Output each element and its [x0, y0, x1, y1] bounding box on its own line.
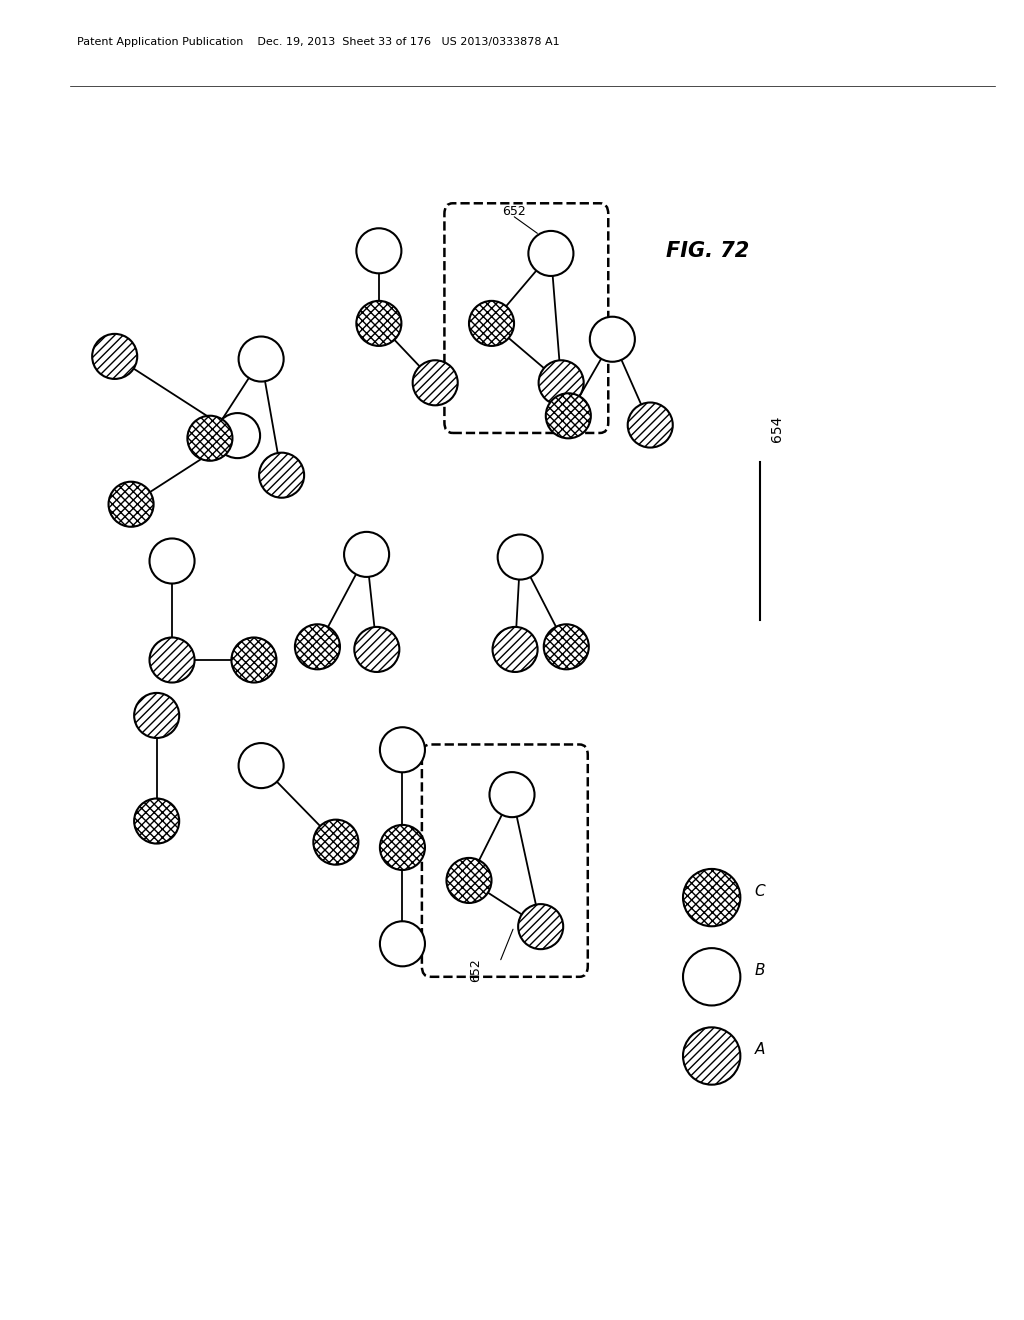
Ellipse shape — [150, 638, 195, 682]
Ellipse shape — [446, 858, 492, 903]
Ellipse shape — [187, 416, 232, 461]
Ellipse shape — [134, 799, 179, 843]
Ellipse shape — [528, 231, 573, 276]
Ellipse shape — [109, 482, 154, 527]
Ellipse shape — [518, 904, 563, 949]
Text: 652: 652 — [469, 958, 482, 982]
Text: B: B — [755, 962, 765, 978]
Ellipse shape — [413, 360, 458, 405]
Ellipse shape — [259, 453, 304, 498]
Ellipse shape — [544, 624, 589, 669]
Ellipse shape — [590, 317, 635, 362]
Ellipse shape — [683, 869, 740, 927]
Ellipse shape — [498, 535, 543, 579]
Ellipse shape — [380, 825, 425, 870]
Ellipse shape — [295, 624, 340, 669]
Text: A: A — [755, 1041, 765, 1057]
Ellipse shape — [683, 1027, 740, 1085]
Text: Patent Application Publication    Dec. 19, 2013  Sheet 33 of 176   US 2013/03338: Patent Application Publication Dec. 19, … — [77, 37, 559, 48]
Ellipse shape — [344, 532, 389, 577]
Ellipse shape — [683, 948, 740, 1006]
Ellipse shape — [539, 360, 584, 405]
Ellipse shape — [356, 228, 401, 273]
Ellipse shape — [134, 693, 179, 738]
Ellipse shape — [380, 921, 425, 966]
Ellipse shape — [356, 301, 401, 346]
Ellipse shape — [239, 337, 284, 381]
Ellipse shape — [489, 772, 535, 817]
Ellipse shape — [313, 820, 358, 865]
Text: C: C — [755, 883, 765, 899]
Ellipse shape — [215, 413, 260, 458]
Ellipse shape — [239, 743, 284, 788]
Ellipse shape — [92, 334, 137, 379]
Text: 654: 654 — [770, 416, 784, 442]
Text: FIG. 72: FIG. 72 — [666, 240, 749, 261]
Ellipse shape — [380, 727, 425, 772]
Ellipse shape — [354, 627, 399, 672]
Ellipse shape — [150, 539, 195, 583]
Ellipse shape — [231, 638, 276, 682]
Ellipse shape — [628, 403, 673, 447]
Ellipse shape — [493, 627, 538, 672]
Ellipse shape — [469, 301, 514, 346]
Text: 652: 652 — [502, 205, 525, 218]
Ellipse shape — [546, 393, 591, 438]
